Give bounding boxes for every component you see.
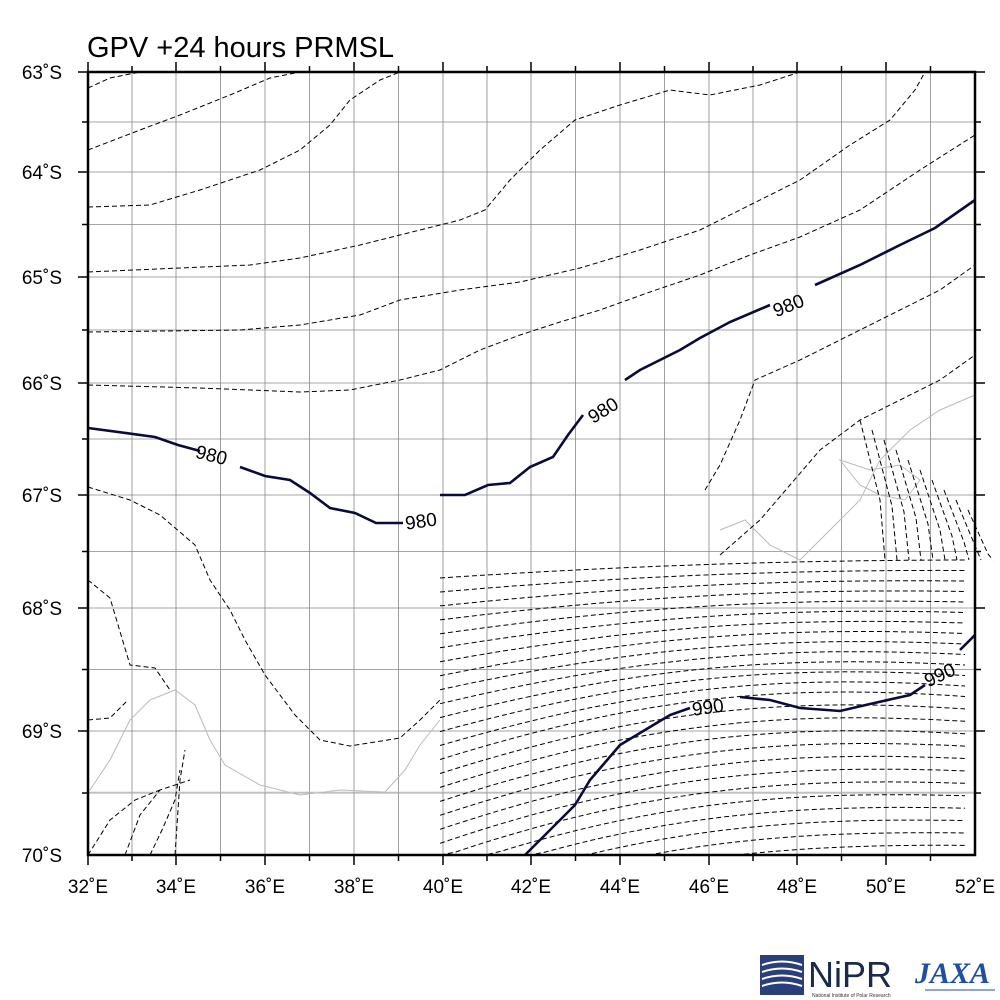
longitude-label: 34˚E [156, 877, 196, 898]
latitude-label: 64˚S [22, 163, 62, 184]
latitude-label: 69˚S [22, 722, 62, 743]
dense-isobar [931, 479, 958, 561]
dense-isobar [439, 620, 966, 663]
contour-label: 980 [193, 442, 229, 470]
dense-isobar [440, 794, 966, 856]
latitude-label: 65˚S [22, 268, 62, 289]
isobar-990 [524, 706, 691, 856]
dense-isobar [919, 469, 946, 561]
longitude-label: 42˚E [511, 877, 551, 898]
longitude-label: 46˚E [689, 877, 729, 898]
isobar-980 [87, 426, 201, 453]
dense-isobar [439, 641, 966, 691]
nipr-logo: NiPR National Institute of Polar Researc… [760, 954, 892, 999]
contour-label: 990 [691, 696, 725, 721]
latitude-labels: 63˚S 64˚S 65˚S 66˚S 67˚S 68˚S 69˚S 70˚S [22, 63, 62, 867]
longitude-label: 36˚E [245, 877, 285, 898]
dense-isobar [967, 509, 994, 561]
dense-isobar [439, 755, 966, 830]
longitude-label: 50˚E [866, 877, 906, 898]
contour-labels: 980 980 980 980 990 990 [193, 291, 959, 721]
dense-isobar [439, 590, 966, 621]
dense-isobar [440, 806, 966, 856]
nipr-emblem-icon [760, 955, 804, 995]
latitude-label: 70˚S [22, 846, 62, 867]
latitude-label: 66˚S [22, 374, 62, 395]
nipr-logo-subtext: National Institute of Polar Research [812, 993, 891, 999]
dense-isobar [439, 651, 966, 705]
isobar-980 [440, 414, 585, 497]
isobar-980 [239, 465, 403, 525]
longitude-labels: 32˚E 34˚E 36˚E 38˚E 40˚E 42˚E 44˚E 46˚E 48˚E 50˚E… [68, 877, 995, 898]
contour-label: 980 [404, 509, 438, 534]
contour-label: 980 [770, 291, 807, 322]
longitude-label: 40˚E [423, 877, 463, 898]
labeled-isobars [87, 198, 976, 856]
longitude-label: 32˚E [68, 877, 108, 898]
longitude-label: 44˚E [600, 877, 640, 898]
dense-isobar [439, 681, 966, 746]
contour-label: 980 [585, 394, 623, 429]
coastline [88, 394, 976, 796]
dense-isobar [439, 730, 966, 802]
dense-isobar [439, 610, 966, 649]
dense-isobar [895, 449, 922, 561]
dense-isobar [439, 781, 966, 856]
jaxa-logo: JAXA [914, 957, 995, 991]
latitude-label: 68˚S [22, 599, 62, 620]
dense-isobar [871, 429, 898, 561]
dense-isobar [439, 661, 966, 719]
dense-isobar [883, 439, 910, 561]
dense-isobar [439, 717, 966, 788]
contour-label: 990 [921, 660, 959, 692]
nipr-logo-text: NiPR [808, 954, 892, 995]
graticule [87, 71, 975, 855]
dense-isobar [439, 743, 966, 816]
map-title: GPV +24 hours PRMSL [87, 32, 394, 64]
dense-isobar [943, 489, 970, 561]
dashed-isobars [87, 71, 976, 856]
dense-isobar [440, 819, 966, 856]
isobar-990 [959, 634, 976, 651]
axis-ticks [78, 62, 985, 865]
isobar-990 [739, 683, 926, 713]
dense-isobars [439, 419, 994, 856]
dense-isobar [859, 419, 886, 561]
dense-isobar [907, 459, 934, 561]
longitude-label: 52˚E [955, 877, 995, 898]
isobar-980 [624, 303, 771, 382]
latitude-label: 67˚S [22, 486, 62, 507]
dense-isobar [439, 691, 966, 760]
jaxa-logo-text: JAXA [914, 957, 990, 990]
latitude-label: 63˚S [22, 63, 62, 84]
dense-isobar [439, 671, 966, 733]
isobar-980 [814, 198, 976, 287]
dense-isobar [439, 600, 966, 635]
longitude-label: 48˚E [777, 877, 817, 898]
dense-isobar [439, 768, 966, 844]
dense-isobar [439, 631, 966, 677]
longitude-label: 38˚E [334, 877, 374, 898]
dense-isobar [439, 704, 966, 774]
